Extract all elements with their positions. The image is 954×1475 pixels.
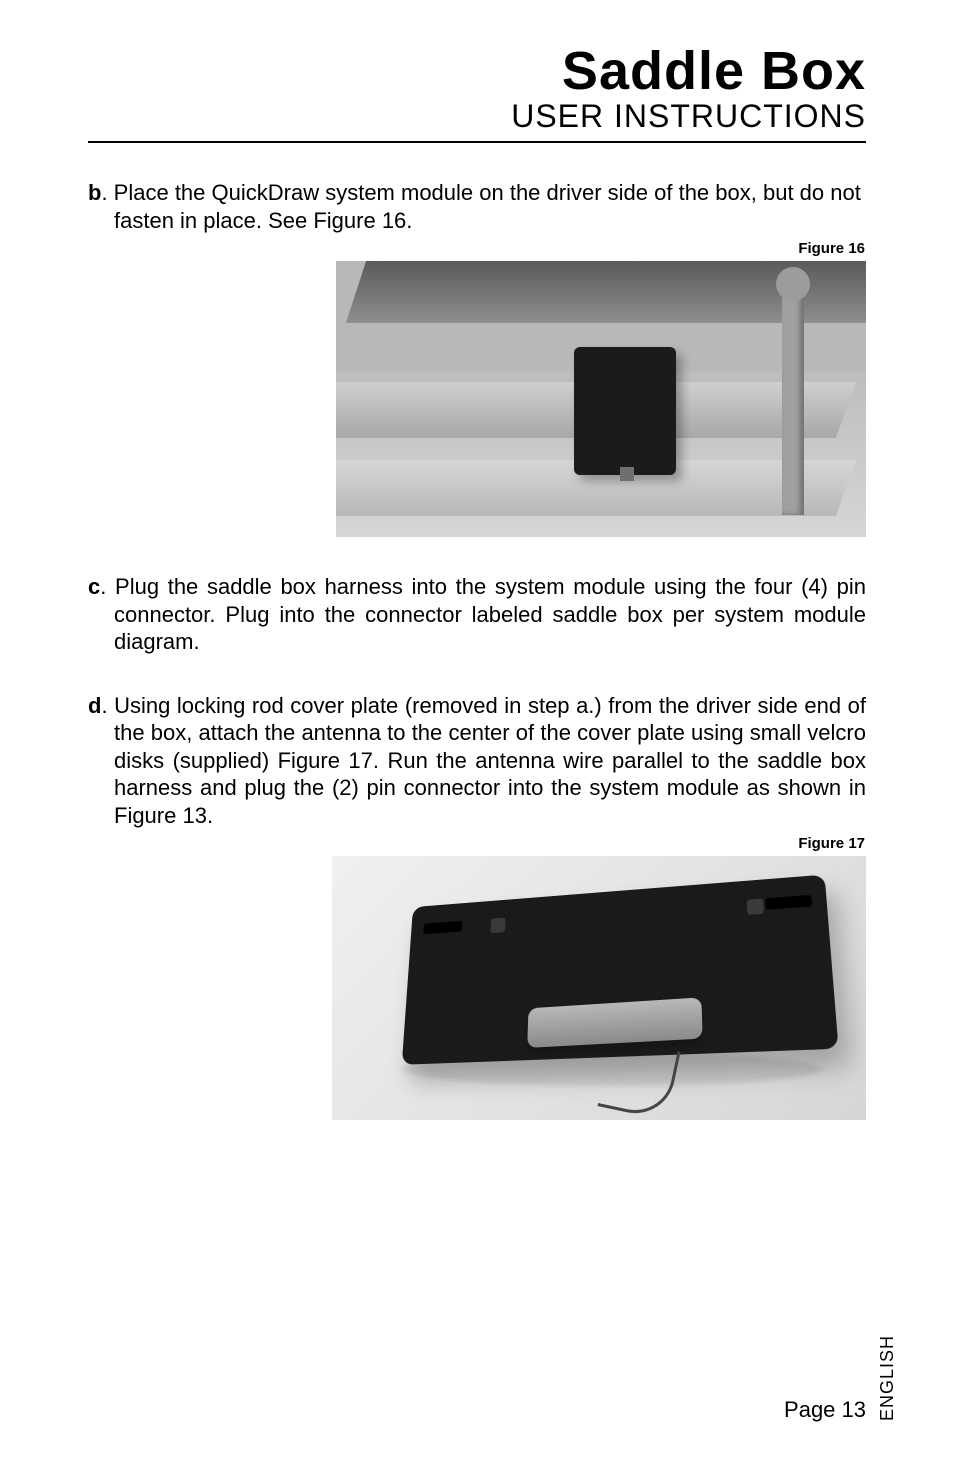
- header: Saddle Box USER INSTRUCTIONS: [88, 40, 866, 135]
- step-c-label: c: [88, 574, 100, 599]
- step-c-body: . Plug the saddle box harness into the s…: [100, 574, 866, 654]
- step-d: d. Using locking rod cover plate (remove…: [88, 692, 866, 830]
- fig17-slit-right: [765, 895, 812, 910]
- fig16-rod: [782, 285, 804, 515]
- footer: Page 13: [88, 1397, 866, 1423]
- step-d-body: . Using locking rod cover plate (removed…: [101, 693, 866, 828]
- figure-17-label: Figure 17: [88, 835, 866, 852]
- figure-16-label: Figure 16: [88, 240, 866, 257]
- fig17-slit-left: [423, 921, 462, 934]
- figure-17-box: [88, 856, 866, 1120]
- language-label: ENGLISH: [877, 1335, 898, 1421]
- step-c-text: c. Plug the saddle box harness into the …: [88, 573, 866, 656]
- step-c: c. Plug the saddle box harness into the …: [88, 573, 866, 656]
- step-d-text: d. Using locking rod cover plate (remove…: [88, 692, 866, 830]
- page: Saddle Box USER INSTRUCTIONS b. Place th…: [0, 0, 954, 1475]
- title-sub: USER INSTRUCTIONS: [88, 98, 866, 135]
- figure-17-image: [332, 856, 866, 1120]
- fig16-rod-head: [776, 267, 810, 301]
- step-d-label: d: [88, 693, 101, 718]
- step-b: b. Place the QuickDraw system module on …: [88, 179, 866, 234]
- step-b-text: b. Place the QuickDraw system module on …: [88, 179, 866, 234]
- fig16-module: [574, 347, 676, 475]
- step-b-body: . Place the QuickDraw system module on t…: [101, 180, 860, 233]
- figure-16-image: [336, 261, 866, 537]
- header-rule: [88, 141, 866, 143]
- page-number: Page 13: [88, 1397, 866, 1423]
- step-b-label: b: [88, 180, 101, 205]
- title-main: Saddle Box: [88, 40, 866, 102]
- figure-16-box: [88, 261, 866, 537]
